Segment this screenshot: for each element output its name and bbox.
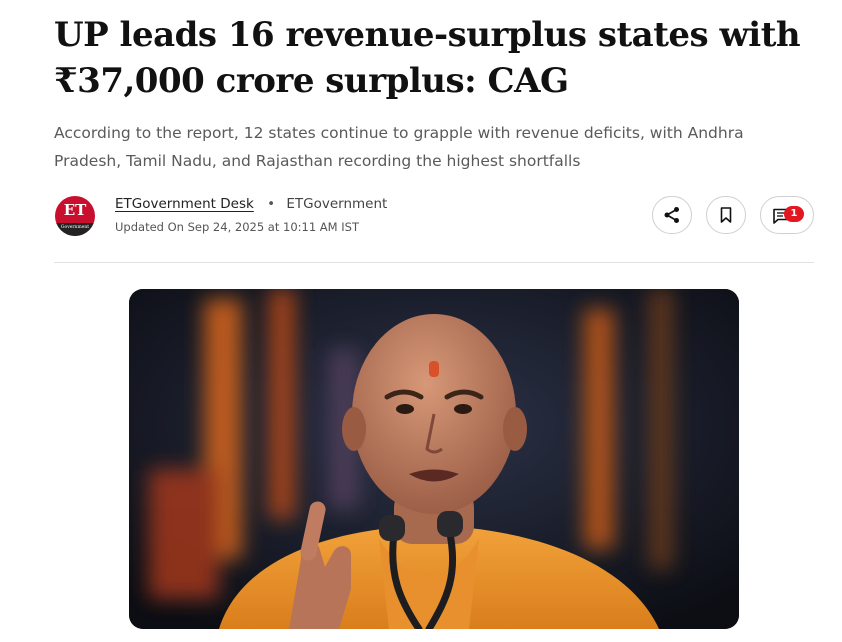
logo-subtext: Government (55, 223, 95, 236)
et-government-logo[interactable]: ET Government (55, 196, 95, 236)
comment-count-badge: 1 (784, 206, 804, 222)
byline: ET Government ETGovernment Desk • ETGove… (54, 194, 814, 240)
updated-timestamp: Updated On Sep 24, 2025 at 10:11 AM IST (115, 220, 359, 234)
comment-button[interactable]: 1 (760, 196, 814, 234)
bookmark-button[interactable] (706, 196, 746, 234)
speaker-photo-illustration (129, 289, 739, 629)
byline-separator: • (267, 196, 276, 212)
bookmark-icon (720, 207, 732, 223)
author-link[interactable]: ETGovernment Desk (115, 196, 254, 212)
share-button[interactable] (652, 196, 692, 234)
share-icon (664, 207, 679, 223)
hero-image[interactable] (129, 289, 739, 629)
byline-divider (54, 262, 814, 263)
logo-text: ET (63, 201, 87, 219)
source-name: ETGovernment (286, 196, 388, 212)
article-summary: According to the report, 12 states conti… (54, 124, 744, 170)
author-line: ETGovernment Desk • ETGovernment (115, 195, 387, 213)
article-headline: UP leads 16 revenue-surplus states with … (54, 15, 801, 101)
